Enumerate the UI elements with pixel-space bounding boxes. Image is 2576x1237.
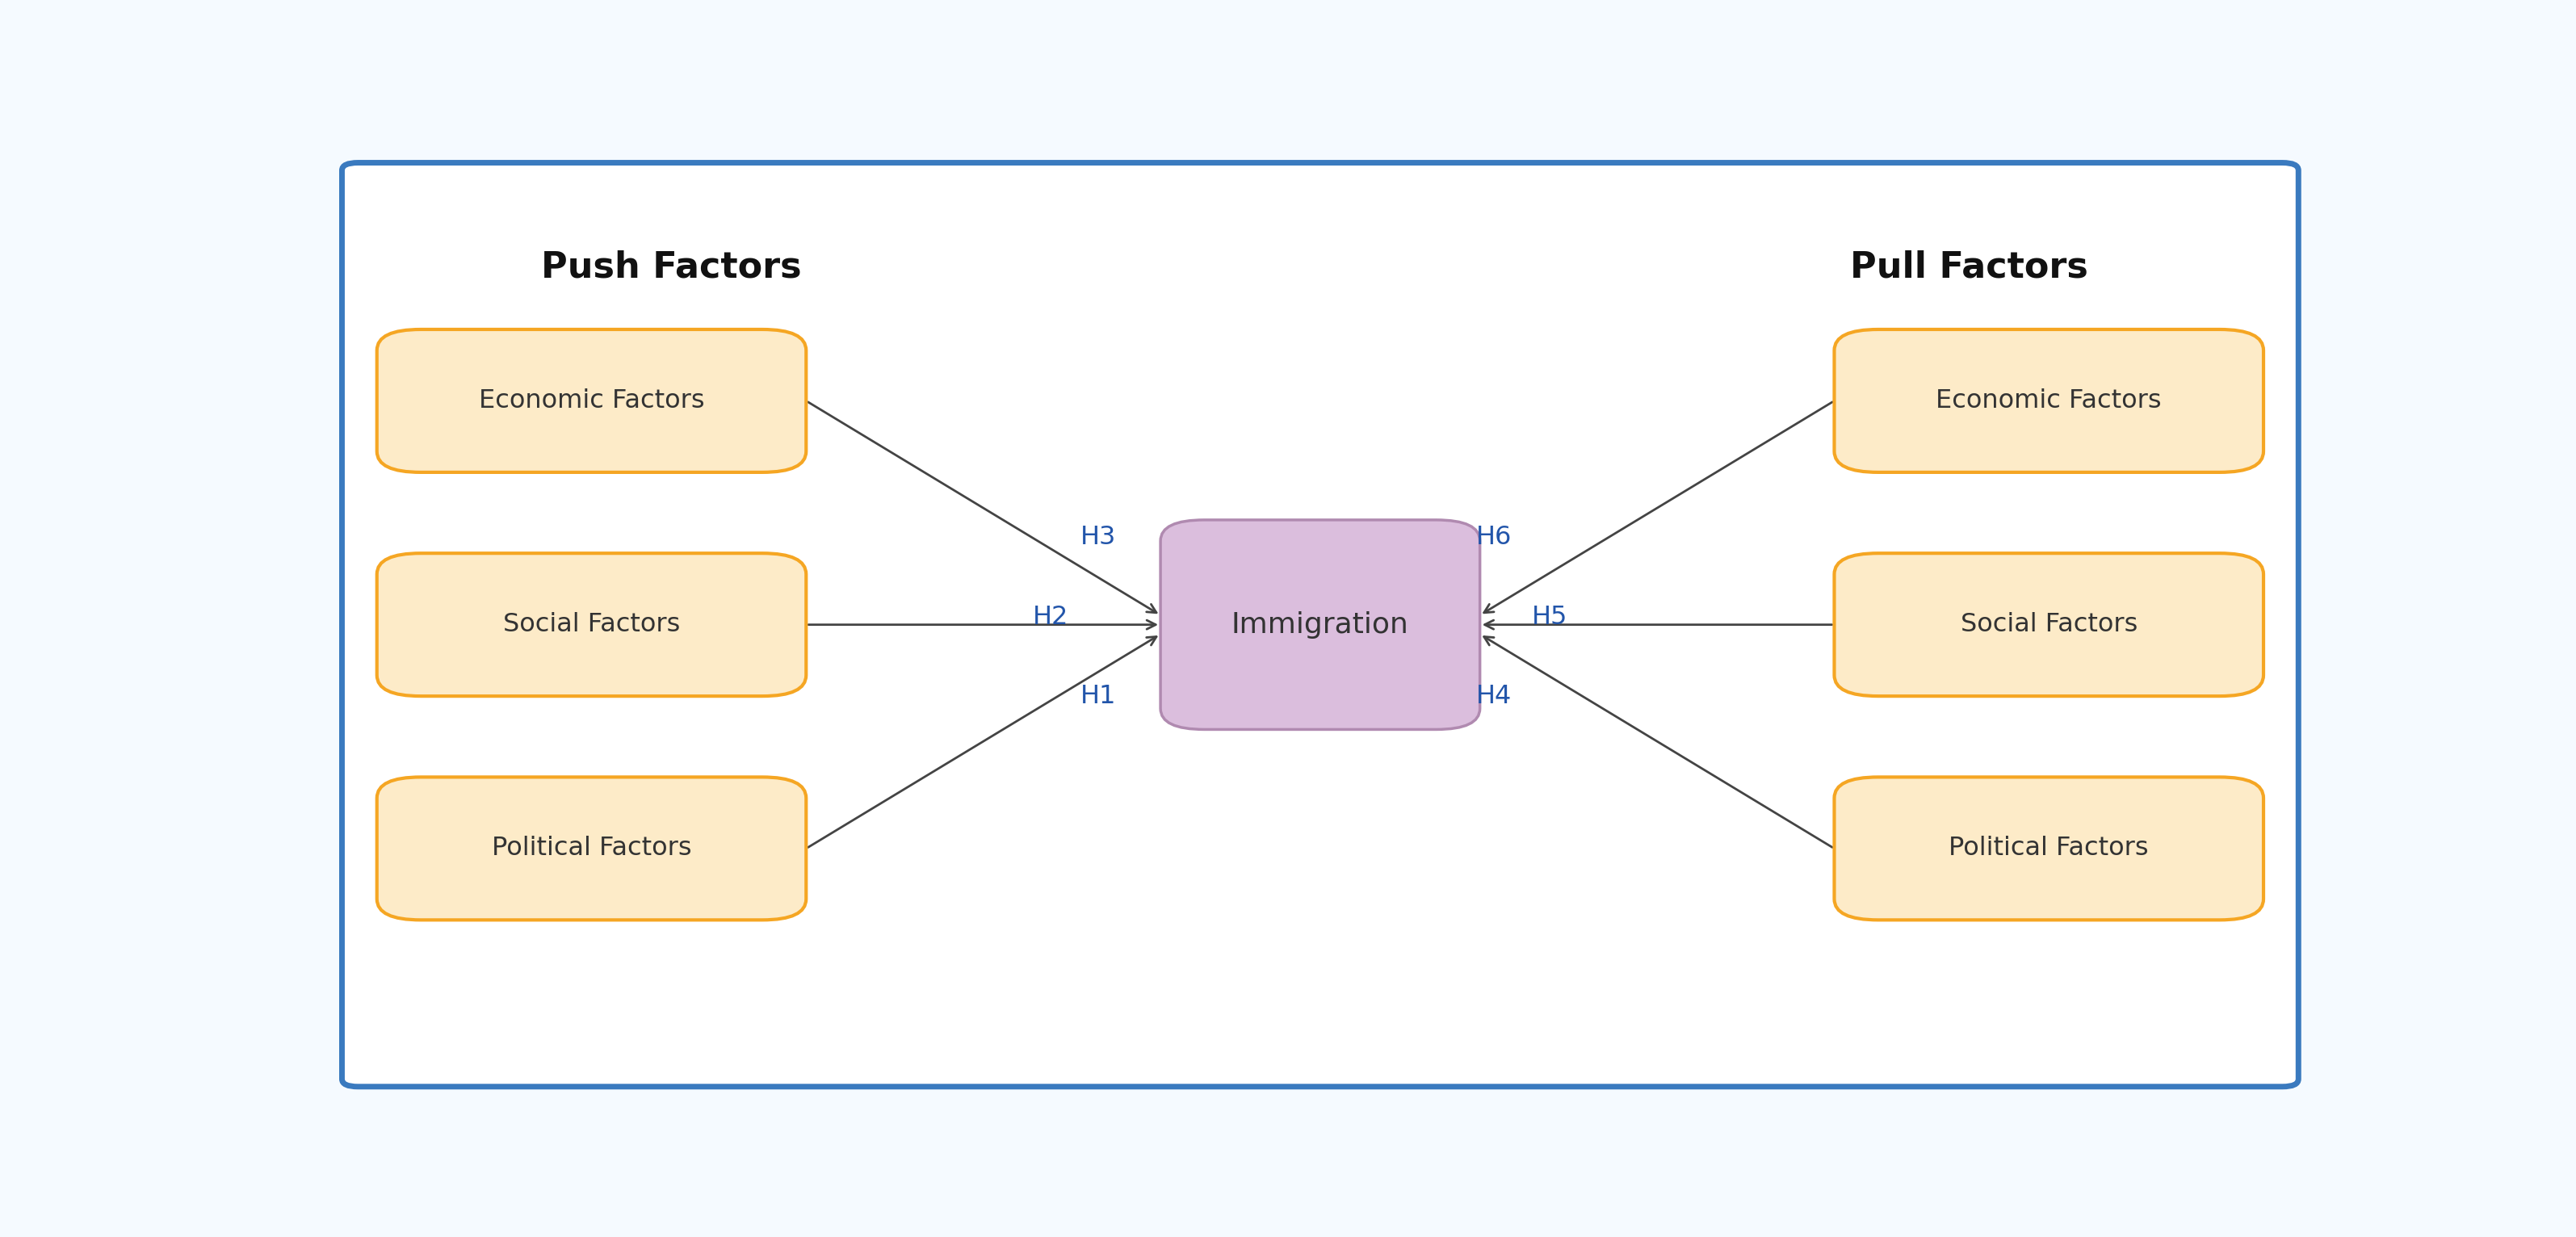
FancyBboxPatch shape	[376, 777, 806, 920]
FancyBboxPatch shape	[1834, 777, 2264, 920]
Text: Pull Factors: Pull Factors	[1850, 250, 2089, 285]
Text: Push Factors: Push Factors	[541, 250, 801, 285]
FancyBboxPatch shape	[376, 553, 806, 696]
FancyBboxPatch shape	[376, 329, 806, 473]
Text: H2: H2	[1033, 605, 1069, 630]
Text: Economic Factors: Economic Factors	[1937, 388, 2161, 413]
Text: Economic Factors: Economic Factors	[479, 388, 703, 413]
FancyBboxPatch shape	[343, 163, 2298, 1086]
Text: H4: H4	[1476, 684, 1512, 709]
Text: Political Factors: Political Factors	[1950, 836, 2148, 861]
Text: H3: H3	[1082, 524, 1115, 549]
Text: Social Factors: Social Factors	[1960, 612, 2138, 637]
Text: Political Factors: Political Factors	[492, 836, 690, 861]
Text: H1: H1	[1082, 684, 1115, 709]
FancyBboxPatch shape	[1834, 553, 2264, 696]
Text: H5: H5	[1533, 605, 1569, 630]
FancyBboxPatch shape	[1159, 520, 1479, 730]
FancyBboxPatch shape	[1834, 329, 2264, 473]
Text: H6: H6	[1476, 524, 1512, 549]
Text: Social Factors: Social Factors	[502, 612, 680, 637]
Text: Immigration: Immigration	[1231, 611, 1409, 638]
